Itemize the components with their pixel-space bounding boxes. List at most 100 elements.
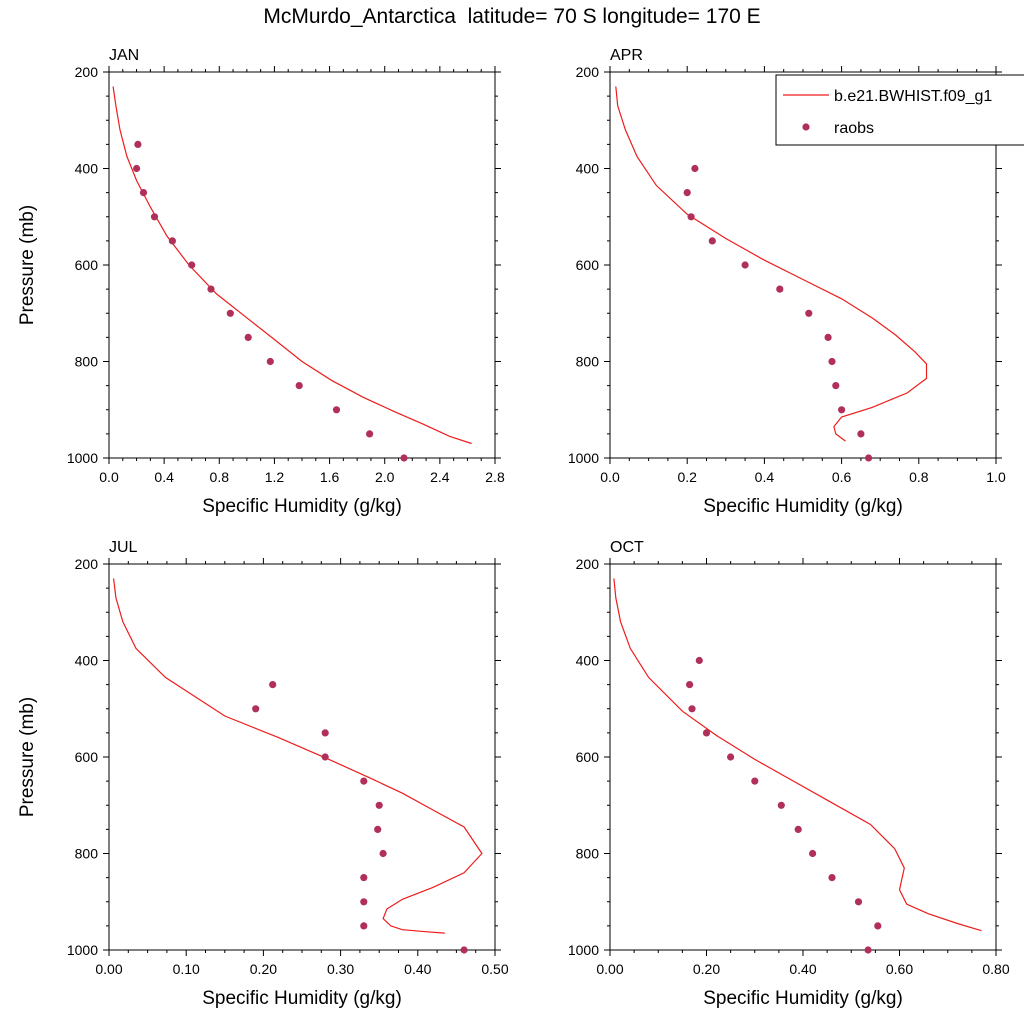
raobs-point bbox=[460, 946, 468, 954]
raobs-point bbox=[360, 874, 368, 882]
x-tick-label: 0.00 bbox=[596, 961, 623, 977]
x-tick-label: 0.20 bbox=[693, 961, 720, 977]
x-tick-label: 1.2 bbox=[265, 469, 285, 485]
y-tick-label: 600 bbox=[75, 749, 99, 765]
legend-obs-marker bbox=[802, 123, 810, 131]
x-tick-label: 0.80 bbox=[982, 961, 1009, 977]
model-line bbox=[113, 578, 483, 934]
raobs-point bbox=[832, 382, 840, 390]
legend-box bbox=[775, 74, 1024, 146]
panels-group: 0.0 0.4 0.8 1.2 1.6 2.0 2.4 2.8 200 400 600 800 1000… bbox=[17, 47, 1010, 1009]
raobs-point bbox=[691, 164, 699, 173]
raobs-point bbox=[864, 946, 872, 954]
plot-frame bbox=[108, 71, 496, 459]
raobs-point bbox=[360, 922, 368, 930]
x-tick-label: 0.40 bbox=[404, 961, 431, 977]
raobs-point bbox=[226, 309, 234, 317]
x-tick-label: 0.60 bbox=[886, 961, 913, 977]
x-axis-label: Specific Humidity (g/kg) bbox=[703, 988, 903, 1009]
raobs-point bbox=[134, 140, 142, 148]
raobs-point bbox=[133, 164, 141, 173]
x-tick-label: 0.10 bbox=[173, 961, 200, 977]
x-tick-label: 0.00 bbox=[95, 961, 122, 977]
raobs-point bbox=[683, 189, 691, 197]
y-tick-label: 1000 bbox=[67, 942, 98, 958]
x-tick-label: 0.50 bbox=[481, 961, 508, 977]
y-tick-label: 400 bbox=[576, 653, 600, 669]
y-tick-label: 200 bbox=[576, 556, 600, 572]
raobs-point bbox=[741, 261, 749, 269]
raobs-point bbox=[708, 237, 716, 245]
raobs-point bbox=[168, 237, 176, 245]
raobs-point bbox=[269, 681, 277, 689]
x-tick-label: 0.8 bbox=[909, 469, 929, 485]
y-tick-label: 600 bbox=[75, 257, 99, 273]
raobs-point bbox=[727, 753, 735, 761]
raobs-point bbox=[865, 454, 873, 462]
x-tick-label: 2.8 bbox=[485, 469, 505, 485]
raobs-point bbox=[838, 406, 846, 414]
raobs-point bbox=[150, 213, 159, 221]
plot-frame bbox=[108, 563, 496, 951]
raobs-point bbox=[686, 681, 694, 689]
y-tick-label: 800 bbox=[576, 354, 600, 370]
raobs-point bbox=[776, 285, 784, 293]
raobs-point bbox=[321, 753, 329, 761]
legend: b.e21.BWHIST.f09_g1 raobs bbox=[775, 74, 1024, 146]
panel-jan: 0.0 0.4 0.8 1.2 1.6 2.0 2.4 2.8 200 400 600 800 1000… bbox=[17, 47, 505, 517]
raobs-point bbox=[295, 382, 303, 390]
y-tick-label: 400 bbox=[576, 161, 600, 177]
y-tick-label: 1000 bbox=[568, 450, 599, 466]
legend-model-label: b.e21.BWHIST.f09_g1 bbox=[834, 88, 992, 105]
y-tick-label: 1000 bbox=[568, 942, 599, 958]
raobs-point bbox=[828, 874, 836, 882]
y-tick-label: 1000 bbox=[67, 450, 98, 466]
y-tick-label: 200 bbox=[75, 64, 99, 80]
raobs-point bbox=[702, 729, 711, 737]
y-tick-label: 600 bbox=[576, 749, 600, 765]
model-line bbox=[112, 86, 472, 445]
raobs-point bbox=[207, 285, 215, 293]
raobs-point bbox=[695, 656, 703, 665]
x-tick-label: 0.4 bbox=[755, 469, 775, 485]
x-tick-label: 0.2 bbox=[677, 469, 697, 485]
raobs-point bbox=[874, 922, 882, 930]
raobs-point bbox=[857, 430, 865, 438]
x-tick-label: 0.30 bbox=[327, 961, 354, 977]
panel-title: OCT bbox=[610, 539, 644, 556]
raobs-point bbox=[321, 729, 329, 737]
panel-jul: 0.00 0.10 0.20 0.30 0.40 0.50 200 400 600 800 1000… bbox=[17, 539, 509, 1009]
model-line bbox=[613, 578, 982, 932]
panel-title: APR bbox=[610, 47, 643, 64]
raobs-point bbox=[266, 357, 274, 366]
y-tick-label: 800 bbox=[576, 846, 600, 862]
raobs-point bbox=[332, 406, 341, 414]
x-tick-label: 2.0 bbox=[375, 469, 395, 485]
x-tick-label: 0.8 bbox=[210, 469, 230, 485]
raobs-point bbox=[252, 705, 260, 713]
y-tick-label: 800 bbox=[75, 354, 99, 370]
raobs-point bbox=[360, 777, 368, 785]
y-tick-label: 800 bbox=[75, 846, 99, 862]
raobs-point bbox=[794, 825, 802, 834]
raobs-point bbox=[854, 898, 863, 906]
x-tick-label: 0.40 bbox=[789, 961, 816, 977]
y-tick-label: 400 bbox=[75, 161, 99, 177]
x-tick-label: 1.0 bbox=[986, 469, 1006, 485]
y-tick-label: 600 bbox=[576, 257, 600, 273]
x-tick-label: 0.20 bbox=[250, 961, 277, 977]
x-axis-label: Specific Humidity (g/kg) bbox=[202, 988, 402, 1009]
plot-frame bbox=[609, 563, 997, 951]
x-tick-label: 0.0 bbox=[99, 469, 119, 485]
raobs-point bbox=[751, 777, 759, 785]
figure-title: McMurdo_Antarctica latitude= 70 S longit… bbox=[263, 5, 761, 28]
x-tick-label: 2.4 bbox=[430, 469, 450, 485]
y-tick-label: 400 bbox=[75, 653, 99, 669]
x-tick-label: 1.6 bbox=[320, 469, 340, 485]
raobs-point bbox=[828, 357, 836, 366]
y-axis-label: Pressure (mb) bbox=[17, 205, 38, 325]
raobs-point bbox=[777, 801, 785, 809]
panel-oct: 0.00 0.20 0.40 0.60 0.80 200 400 600 800 1000 OCT S… bbox=[568, 539, 1010, 1009]
raobs-point bbox=[809, 849, 817, 858]
legend-obs-label: raobs bbox=[834, 120, 874, 137]
